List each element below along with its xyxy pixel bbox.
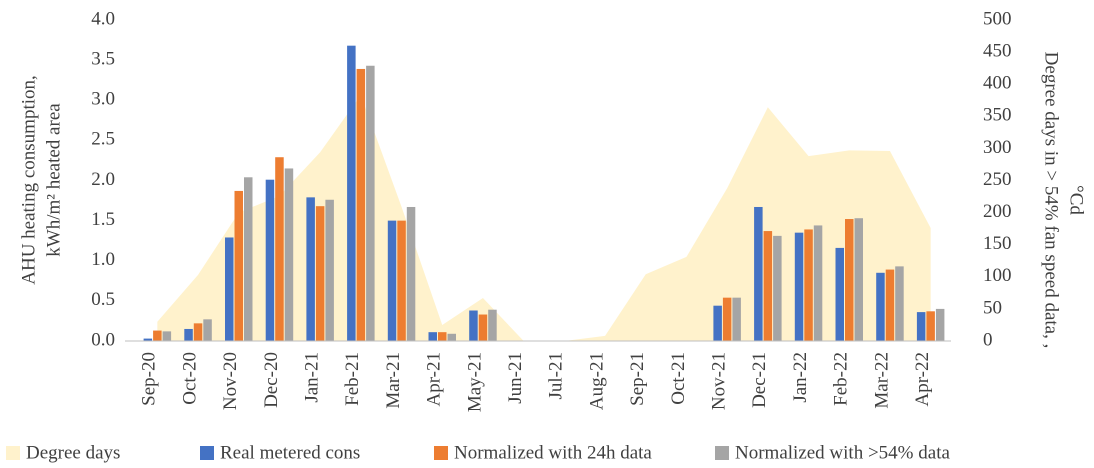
bar [926,311,935,341]
y2-tick-label: 100 [983,265,1012,286]
x-tick-label: Sep-20 [139,352,160,406]
bar [763,231,773,341]
legend-label: Normalized with >54% data [735,442,950,463]
legend-swatch [200,446,214,460]
x-tick-label: Aug-21 [586,352,607,410]
bar [406,206,416,341]
x-tick-label: Jul-21 [546,352,567,400]
bar [813,225,823,341]
x-tick-label: Oct-20 [179,352,200,405]
bar [935,308,945,341]
bar [488,309,497,341]
bar [184,328,193,341]
x-tick-label: Sep-21 [627,352,648,406]
y2-tick-label: 350 [983,105,1012,126]
bar [447,333,456,341]
x-tick-label: Apr-22 [912,352,933,407]
bar [835,247,844,341]
y-tick-label: 3.0 [91,89,115,110]
bar [193,323,203,341]
x-tick-label: Dec-20 [261,352,282,408]
y-tick-label: 1.0 [91,249,115,270]
x-tick-label: Dec-21 [749,352,770,408]
bar [366,65,375,342]
bar [244,177,253,341]
bar [387,220,397,341]
bar [275,157,284,341]
y2-tick-label: 50 [983,297,1002,318]
x-tick-label: Mar-22 [871,352,892,409]
bar [325,199,334,341]
x-tick-label: Oct-21 [668,352,689,405]
y-tick-label: 1.5 [91,209,115,230]
x-tick-label: Apr-21 [424,352,445,407]
x-tick-label: Jun-21 [505,352,526,404]
bar [845,219,854,341]
y-axis-title: kWh/m² heated area [43,103,64,257]
y-tick-label: 2.5 [91,129,115,150]
bar [347,45,356,342]
x-tick-label: Feb-22 [831,352,852,406]
legend-swatch [434,446,448,460]
x-tick-label: Feb-21 [342,352,363,406]
bar [895,266,904,341]
y2-tick-label: 400 [983,73,1012,94]
legend-label: Normalized with 24h data [454,442,652,463]
x-tick-label: Mar-21 [383,352,404,409]
y2-tick-label: 500 [983,8,1012,29]
bar [265,179,275,341]
bar [794,232,804,341]
bar [722,297,732,341]
x-tick-label: Jan-21 [302,352,323,403]
y-axis-title: AHU heating consumption, [18,75,39,285]
y2-axis-title: Degree days in > 54% fan speed data, , [1041,52,1062,349]
bar [203,319,212,341]
bar [428,332,437,341]
bar [284,168,294,341]
bar [356,68,366,341]
bar [732,297,741,341]
x-tick-label: May-21 [464,352,485,412]
x-tick-label: Nov-21 [709,352,730,410]
x-tick-label: Jan-22 [790,352,811,403]
bar [854,218,863,341]
bar [916,312,926,341]
bar [225,237,234,341]
bar [469,310,478,341]
legend-label: Degree days [26,442,120,463]
y2-axis-title: °Cd [1066,185,1087,215]
y-tick-label: 3.5 [91,48,115,69]
bar [162,331,172,341]
y-tick-label: 0.0 [91,329,115,350]
y2-tick-label: 150 [983,233,1012,254]
bar [713,305,722,341]
bar [754,206,763,341]
bar [306,197,315,341]
bar [153,330,162,341]
y-tick-label: 0.5 [91,289,115,310]
y2-tick-label: 0 [983,329,993,350]
bar [885,269,895,341]
y-tick-label: 4.0 [91,8,115,29]
bar [804,229,813,341]
y2-tick-label: 450 [983,40,1012,61]
y2-tick-label: 200 [983,201,1012,222]
bar [234,190,243,341]
bar [478,314,488,341]
y-tick-label: 2.0 [91,169,115,190]
bar [397,220,406,341]
y2-tick-label: 250 [983,169,1012,190]
bar [438,332,447,341]
legend-swatch [715,446,729,460]
bar [876,272,885,341]
legend-label: Real metered cons [220,442,360,463]
bar [143,338,153,341]
bar [773,235,782,341]
legend-swatch [6,446,20,460]
x-tick-label: Nov-20 [220,352,241,410]
y2-tick-label: 300 [983,137,1012,158]
bar [315,206,325,341]
